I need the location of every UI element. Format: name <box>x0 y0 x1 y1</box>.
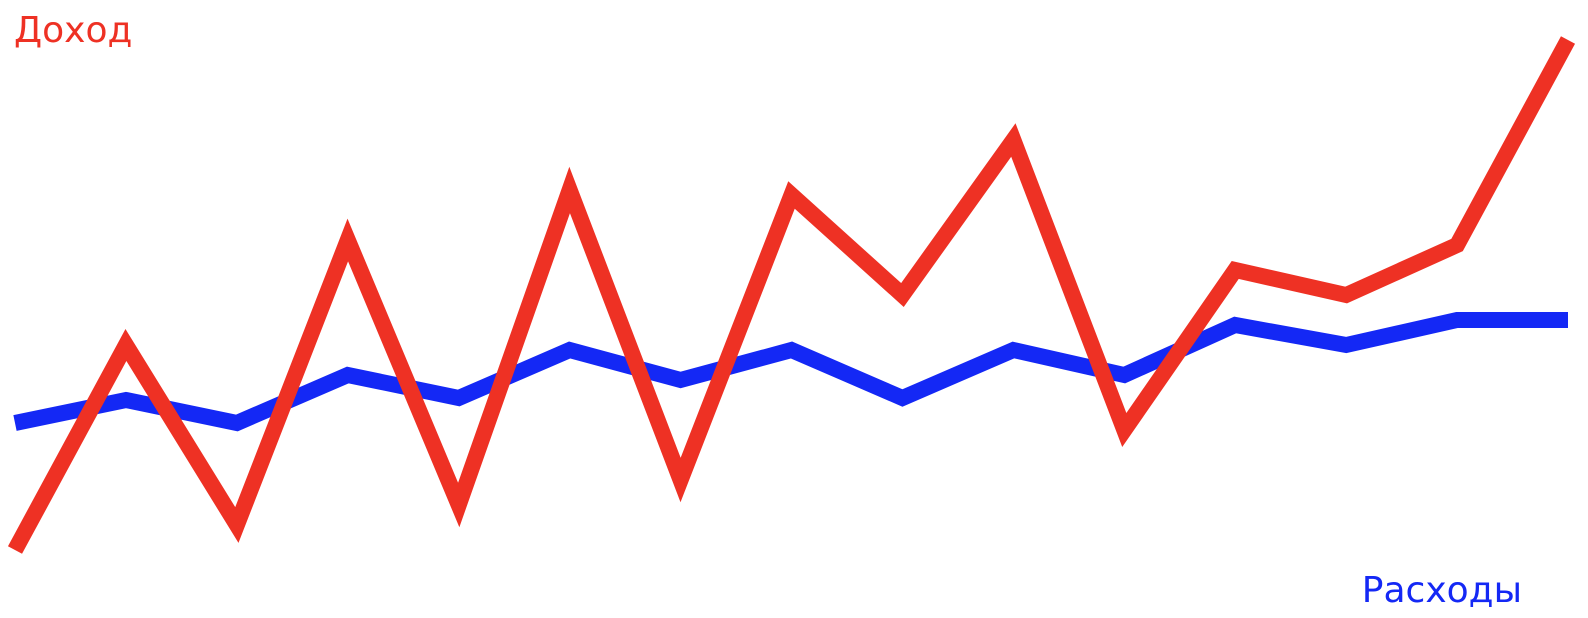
series-line <box>7 36 1576 554</box>
legend-label: Расходы <box>1362 570 1522 611</box>
series-line <box>13 312 1568 432</box>
legend-label: Доход <box>14 10 132 51</box>
